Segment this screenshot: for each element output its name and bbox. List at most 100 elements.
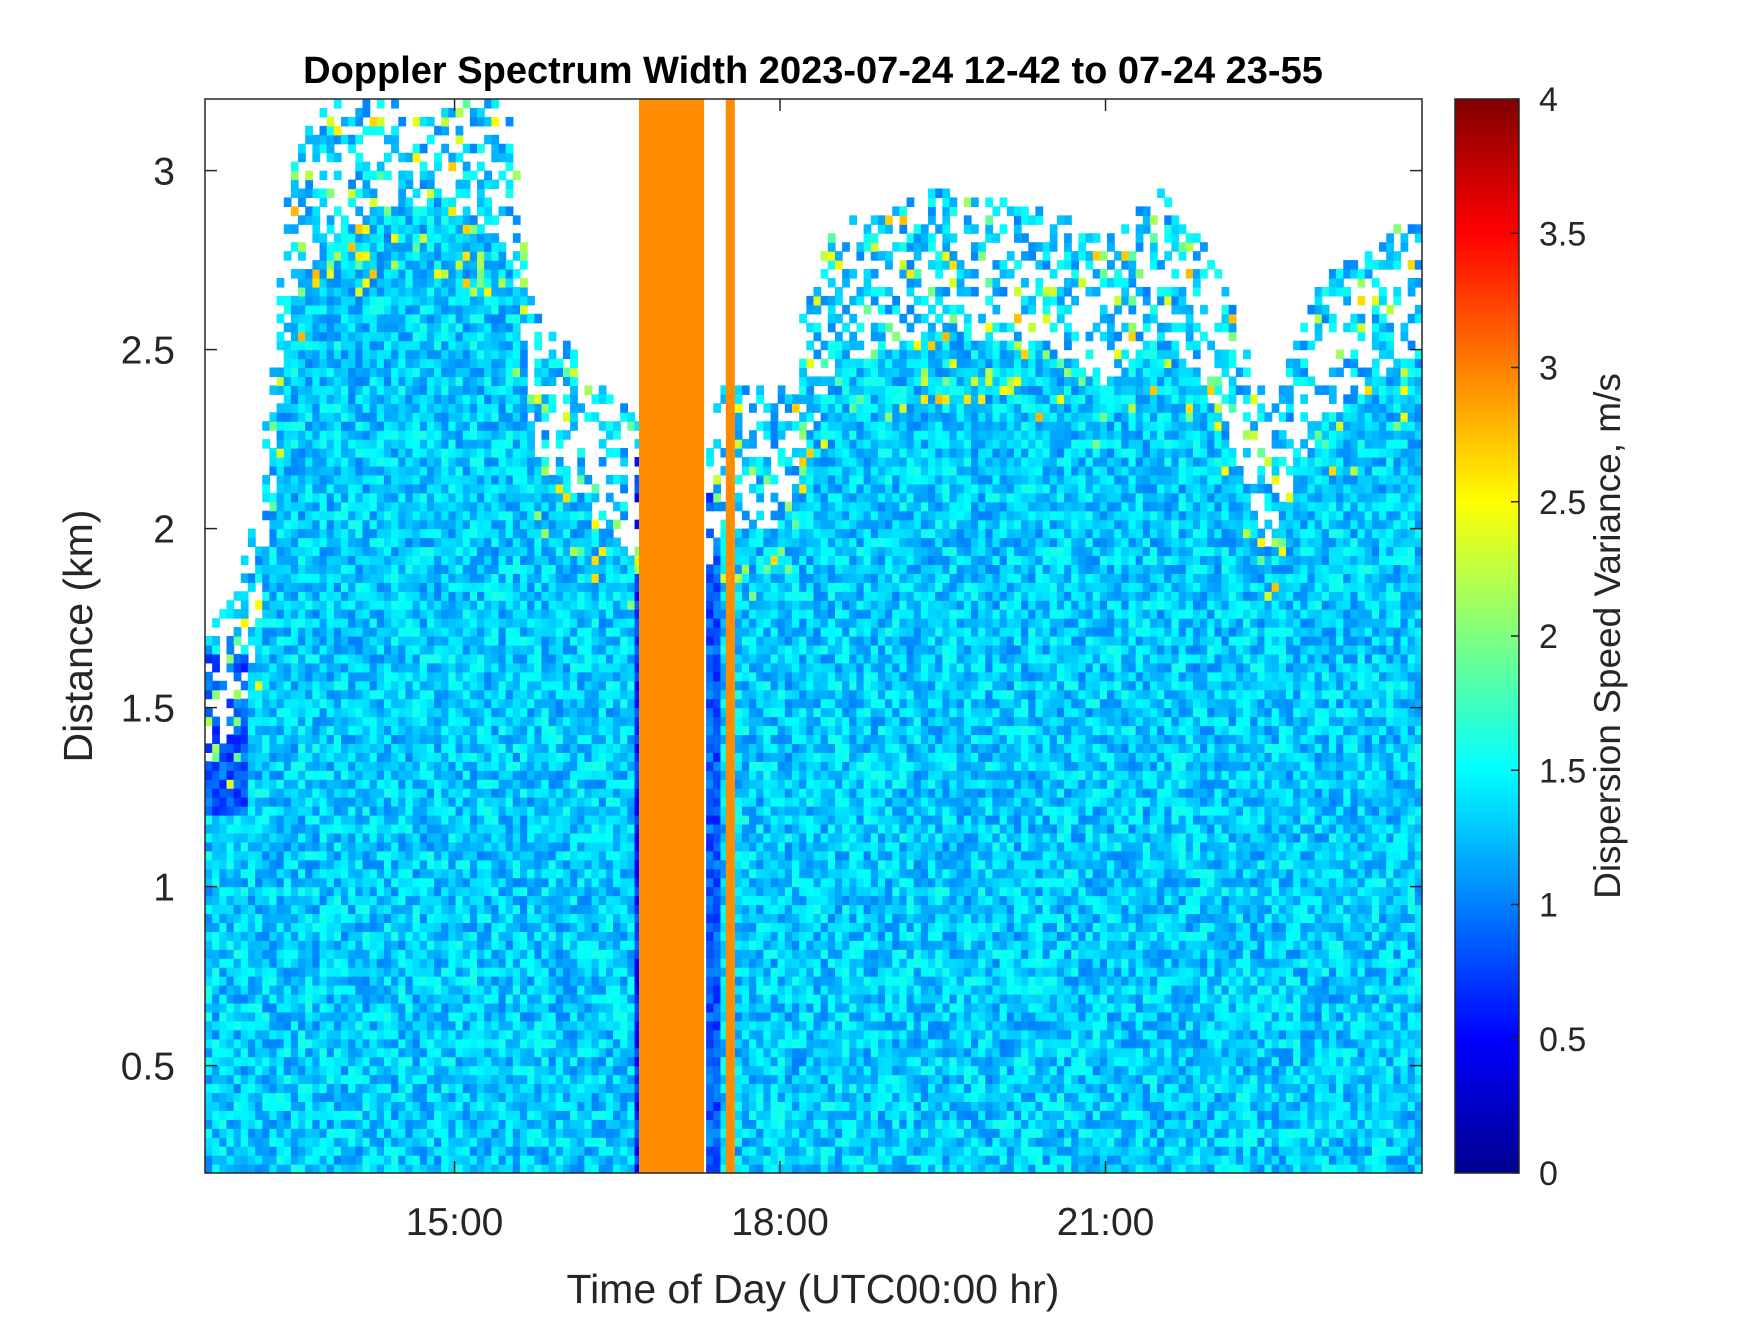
heatmap-cell [234,976,242,986]
heatmap-cell [398,770,406,780]
heatmap-cell [534,896,542,906]
heatmap-cell [527,1137,535,1147]
heatmap-cell [291,958,299,968]
heatmap-cell [491,278,499,288]
heatmap-cell [484,1066,492,1076]
heatmap-cell [484,555,492,565]
heatmap-cell [405,448,413,458]
heatmap-cell [362,1155,370,1165]
heatmap-cell [470,466,478,476]
heatmap-cell [370,1128,378,1138]
heatmap-cell [448,708,456,718]
heatmap-cell [499,314,507,324]
heatmap-cell [527,430,535,440]
heatmap-cell [262,896,270,906]
heatmap-cell [456,394,464,404]
heatmap-cell [291,913,299,923]
heatmap-cell [463,949,471,959]
heatmap-cell [477,573,485,583]
heatmap-cell [420,144,428,154]
heatmap-cell [563,636,571,646]
heatmap-cell [520,502,528,512]
heatmap-cell [205,958,213,968]
heatmap-cell [341,788,349,798]
heatmap-cell [549,699,557,709]
heatmap-cell [448,1003,456,1013]
heatmap-cell [563,958,571,968]
heatmap-cell [520,690,528,700]
heatmap-cell [563,1092,571,1102]
heatmap-cell [477,1137,485,1147]
heatmap-cell [212,681,220,691]
heatmap-cell [348,761,356,771]
heatmap-cell [491,797,499,807]
heatmap-cell [284,743,292,753]
heatmap-cell [255,824,263,834]
heatmap-cell [463,224,471,234]
heatmap-cell [384,511,392,521]
heatmap-cell [427,233,435,243]
heatmap-cell [456,681,464,691]
heatmap-cell [327,394,335,404]
heatmap-cell [427,180,435,190]
heatmap-cell [506,1084,514,1094]
heatmap-cell [284,1119,292,1129]
heatmap-cell [391,412,399,422]
heatmap-cell [413,260,421,270]
heatmap-cell [312,314,320,324]
heatmap-cell [312,1146,320,1156]
heatmap-cell [255,1155,263,1165]
heatmap-cell [291,439,299,449]
heatmap-cell [327,905,335,915]
heatmap-cell [506,350,514,360]
heatmap-cell [470,376,478,386]
heatmap-cell [556,1021,564,1031]
heatmap-cell [255,851,263,861]
heatmap-cell [370,815,378,825]
heatmap-cell [448,797,456,807]
heatmap-cell [355,851,363,861]
heatmap-cell [534,484,542,494]
heatmap-cell [563,967,571,977]
heatmap-cell [269,636,277,646]
heatmap-cell [334,242,342,252]
heatmap-cell [477,296,485,306]
heatmap-cell [327,403,335,413]
heatmap-cell [298,672,306,682]
heatmap-cell [241,824,249,834]
heatmap-cell [391,457,399,467]
heatmap-cell [506,1101,514,1111]
heatmap-cell [520,439,528,449]
heatmap-cell [549,1075,557,1085]
heatmap-cell [219,833,227,843]
heatmap-cell [398,323,406,333]
heatmap-cell [370,475,378,485]
heatmap-cell [541,1048,549,1058]
heatmap-cell [398,368,406,378]
heatmap-cell [355,985,363,995]
heatmap-cell [248,672,256,682]
heatmap-cell [441,511,449,521]
heatmap-cell [277,609,285,619]
heatmap-cell [499,538,507,548]
heatmap-cell [370,761,378,771]
heatmap-cell [219,958,227,968]
heatmap-cell [269,734,277,744]
heatmap-cell [434,189,442,199]
heatmap-cell [427,734,435,744]
heatmap-cell [420,761,428,771]
heatmap-cell [370,242,378,252]
heatmap-cell [362,359,370,369]
heatmap-cell [563,788,571,798]
heatmap-cell [441,931,449,941]
heatmap-cell [212,994,220,1004]
heatmap-cell [398,645,406,655]
heatmap-cell [563,976,571,986]
heatmap-cell [362,385,370,395]
heatmap-cell [348,618,356,628]
heatmap-cell [320,350,328,360]
heatmap-cell [427,171,435,181]
heatmap-cell [456,600,464,610]
heatmap-cell [341,913,349,923]
heatmap-cell [470,394,478,404]
